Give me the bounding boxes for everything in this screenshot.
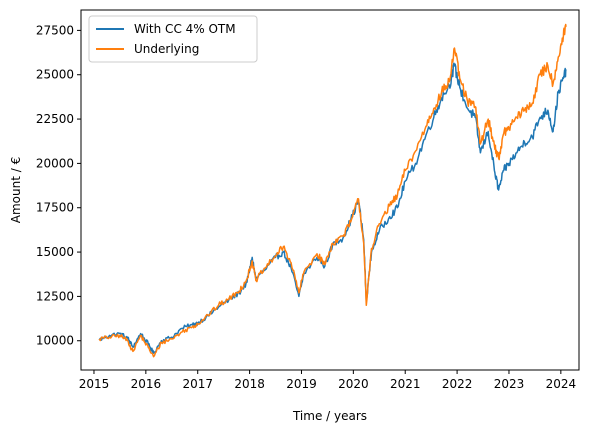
legend-label-with-cc: With CC 4% OTM bbox=[134, 22, 236, 36]
y-tick-label: 20000 bbox=[36, 156, 74, 170]
x-tick-label: 2023 bbox=[494, 377, 525, 391]
y-tick-label: 12500 bbox=[36, 289, 74, 303]
axes-frame bbox=[80, 9, 580, 371]
x-tick-label: 2016 bbox=[131, 377, 162, 391]
y-tick-label: 15000 bbox=[36, 245, 74, 259]
x-axis-ticks: 2015 2016 2017 2018 2019 2020 2021 2022 2023 2024 bbox=[79, 370, 576, 391]
x-tick-label: 2021 bbox=[390, 377, 421, 391]
y-tick-label: 22500 bbox=[36, 112, 74, 126]
plot-area bbox=[81, 10, 579, 370]
y-axis-label: Amount / € bbox=[9, 157, 23, 223]
series-layer bbox=[98, 23, 567, 358]
x-tick-label: 2020 bbox=[338, 377, 369, 391]
x-tick-label: 2019 bbox=[286, 377, 317, 391]
legend-label-underlying: Underlying bbox=[134, 42, 199, 56]
y-tick-label: 25000 bbox=[36, 68, 74, 82]
y-tick-label: 17500 bbox=[36, 201, 74, 215]
y-tick-label: 10000 bbox=[36, 334, 74, 348]
legend-box bbox=[88, 15, 258, 63]
x-tick-label: 2017 bbox=[182, 377, 213, 391]
y-axis-ticks: 10000 12500 15000 17500 20000 22500 25000 27500 bbox=[36, 23, 81, 348]
x-tick-label: 2015 bbox=[79, 377, 110, 391]
x-tick-label: 2022 bbox=[442, 377, 473, 391]
y-tick-label: 27500 bbox=[36, 23, 74, 37]
x-tick-label: 2018 bbox=[234, 377, 265, 391]
series-line-1 bbox=[98, 23, 567, 358]
x-tick-label: 2024 bbox=[546, 377, 577, 391]
x-axis-label: Time / years bbox=[292, 409, 367, 423]
legend: With CC 4% OTM Underlying bbox=[88, 15, 258, 63]
